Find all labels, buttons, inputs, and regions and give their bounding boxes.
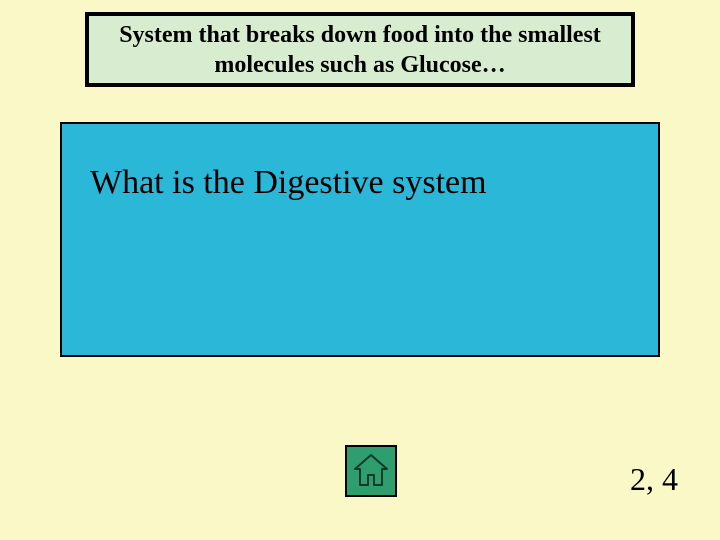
slide-number: 2, 4: [630, 461, 678, 498]
home-icon: [351, 451, 391, 491]
question-text: System that breaks down food into the sm…: [109, 20, 611, 80]
home-button[interactable]: [345, 445, 397, 497]
question-box: System that breaks down food into the sm…: [85, 12, 635, 87]
answer-text: What is the Digestive system: [90, 164, 630, 202]
answer-box: What is the Digestive system: [60, 122, 660, 357]
